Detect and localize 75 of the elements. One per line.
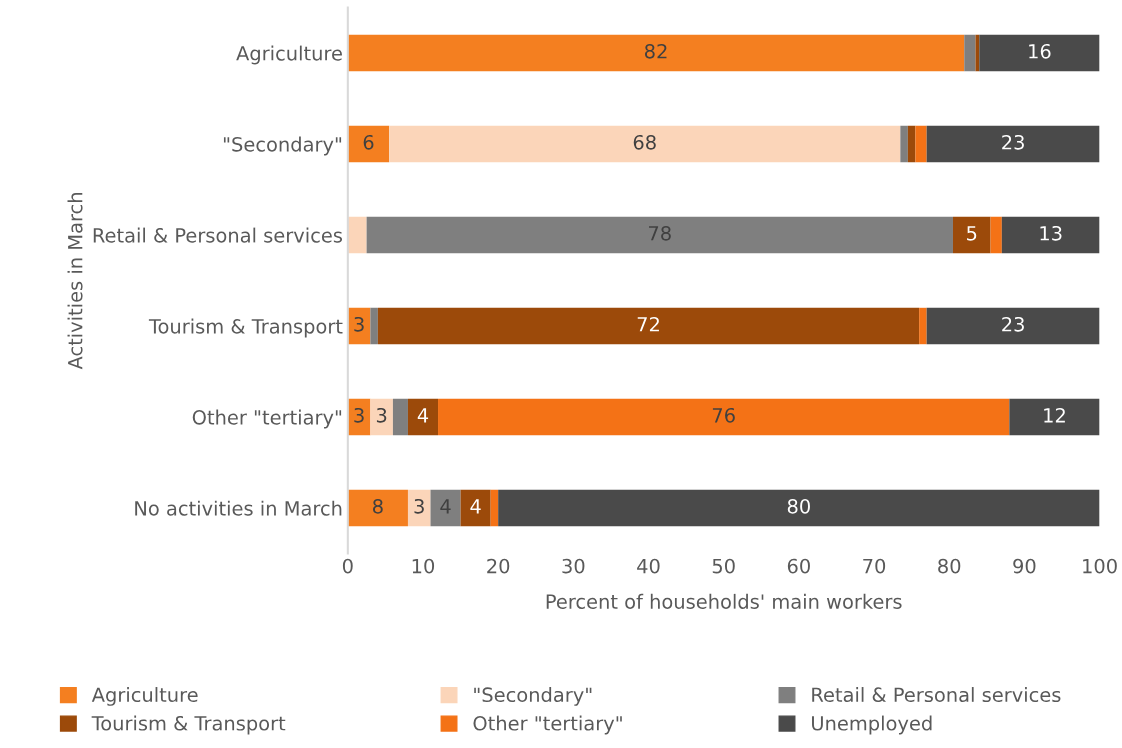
- data-label: 4: [417, 408, 429, 423]
- data-label: 13: [1040, 225, 1062, 241]
- bar: [919, 307, 927, 345]
- data-label: 4: [440, 499, 451, 514]
- bar: [389, 125, 901, 163]
- legend-label: Unemployed: [812, 715, 932, 735]
- y-tick-label: Tourism & Transport: [148, 318, 343, 338]
- y-tick-label: Retail & Personal services: [93, 227, 343, 243]
- bar: [979, 34, 1100, 72]
- y-tick-label: "Secondary": [223, 136, 342, 156]
- bar: [392, 398, 408, 436]
- x-tick-label: 90: [1013, 558, 1036, 574]
- bar: [438, 398, 1010, 436]
- bar: [926, 125, 1100, 163]
- x-tick-label: 60: [787, 558, 810, 574]
- bar: [460, 489, 491, 527]
- bar: [347, 489, 408, 527]
- y-tick-label: Other "tertiary": [192, 409, 342, 429]
- y-tick-label: No activities in March: [135, 500, 342, 516]
- x-tick-label: 40: [637, 558, 660, 574]
- data-label: 8: [373, 498, 383, 514]
- x-tick-label: 20: [487, 558, 510, 574]
- data-label: 12: [1044, 407, 1065, 423]
- x-tick-label: 80: [938, 558, 961, 574]
- bar: [915, 125, 927, 163]
- bar: [370, 398, 393, 436]
- legend-label: Other "tertiary": [473, 715, 622, 735]
- bar: [347, 216, 367, 254]
- bar: [366, 216, 953, 254]
- data-label: 3: [354, 407, 364, 423]
- legend-label: Retail & Personal services: [812, 687, 1061, 703]
- data-label: 4: [470, 499, 481, 514]
- x-tick-label: 50: [712, 558, 735, 574]
- x-tick-label: 30: [562, 558, 585, 574]
- bar: [900, 125, 908, 163]
- bar: [990, 216, 1002, 254]
- data-label: 16: [1029, 43, 1051, 59]
- bar: [907, 125, 916, 163]
- bar: [964, 34, 976, 72]
- data-label: 3: [376, 407, 387, 423]
- bar: [952, 216, 991, 254]
- bar: [498, 489, 1100, 527]
- y-tick-label: Agriculture: [236, 45, 342, 65]
- data-label: 3: [414, 498, 424, 514]
- bar: [347, 125, 390, 163]
- bar: [1009, 398, 1100, 436]
- x-tick-label: 0: [342, 558, 353, 574]
- data-label: 80: [787, 498, 810, 514]
- data-label: 78: [649, 225, 671, 241]
- bar: [430, 489, 461, 527]
- bar: [407, 489, 431, 527]
- bar: [490, 489, 499, 527]
- legend-label: Tourism & Transport: [91, 715, 286, 735]
- bar: [377, 307, 920, 345]
- bar: [347, 34, 965, 72]
- x-tick-label: 100: [1083, 558, 1117, 574]
- data-label: 76: [712, 407, 735, 423]
- legend-label: Agriculture: [91, 687, 198, 706]
- data-label: 3: [354, 316, 364, 332]
- legend-label: "Secondary": [474, 687, 592, 706]
- data-label: 23: [1002, 316, 1024, 332]
- x-tick-label: 10: [412, 558, 435, 574]
- x-tick-label: 70: [863, 558, 886, 574]
- bar: [926, 307, 1100, 345]
- bar: [1001, 216, 1100, 254]
- data-label: 23: [1002, 134, 1024, 150]
- bar: [407, 398, 439, 436]
- y-axis-title: Activities in March: [67, 193, 83, 370]
- data-label: 72: [637, 316, 659, 332]
- data-label: 6: [363, 134, 374, 150]
- bar: [370, 307, 378, 345]
- data-label: 82: [644, 43, 667, 59]
- data-label: 5: [967, 226, 977, 241]
- data-label: 68: [633, 134, 656, 150]
- x-axis-title: Percent of households' main workers: [546, 593, 902, 609]
